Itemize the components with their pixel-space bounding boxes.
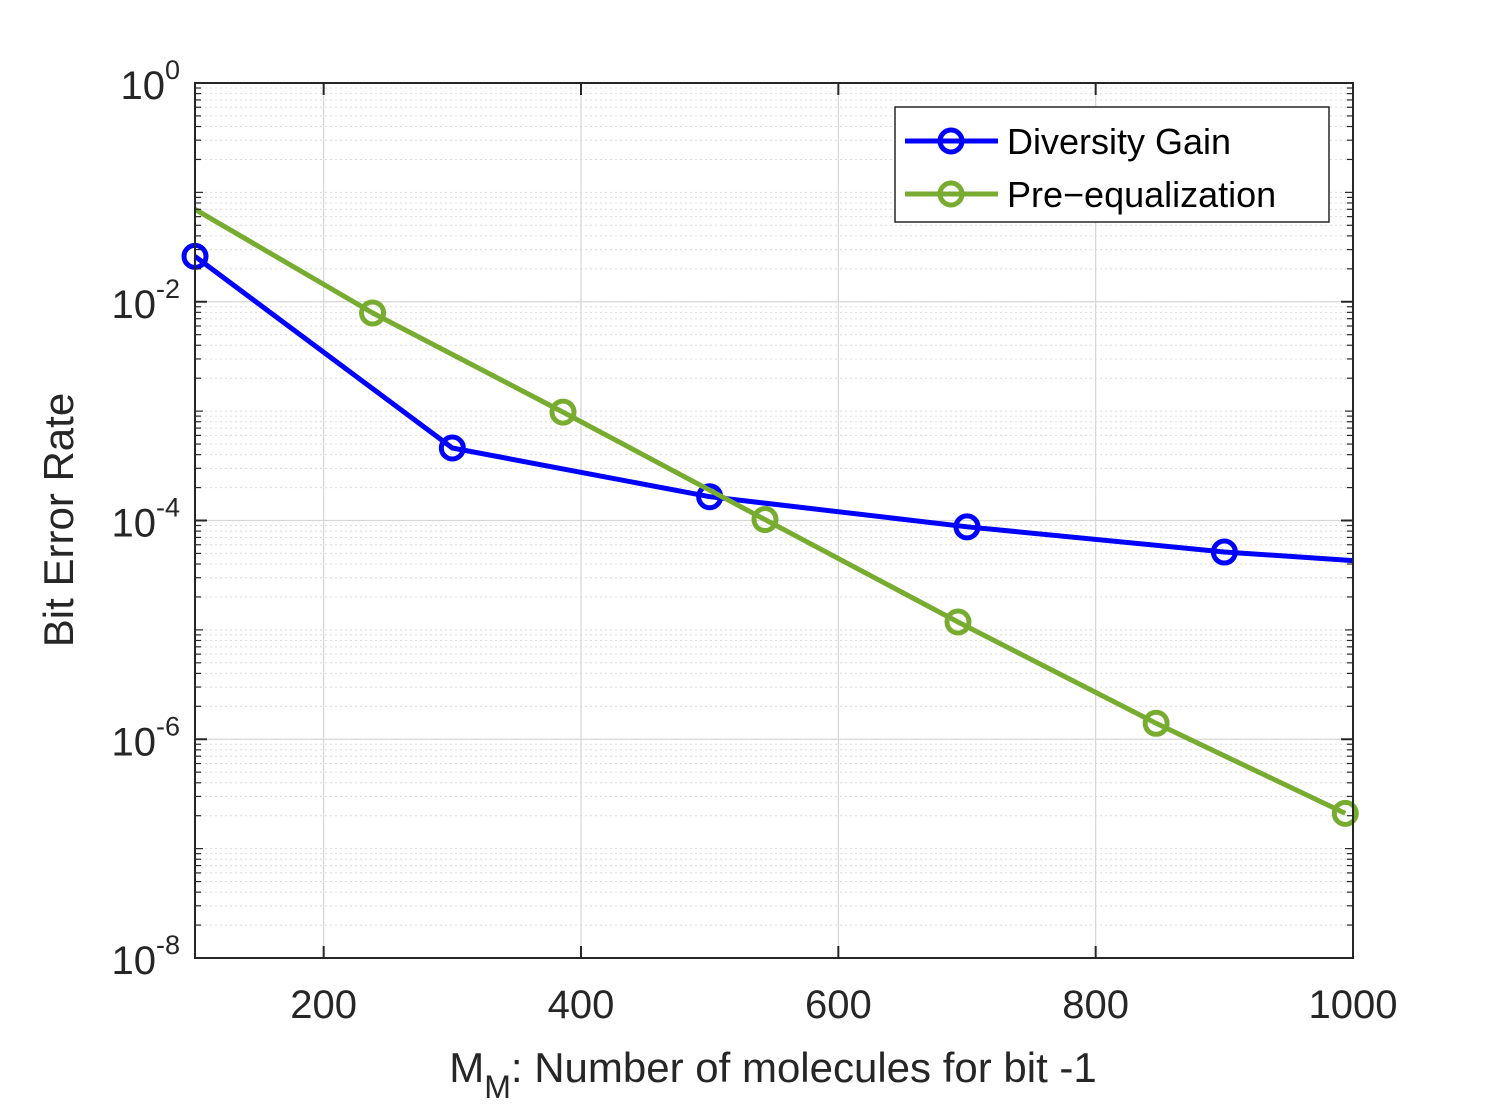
legend-label-pre-equalization: Pre−equalization xyxy=(1007,174,1276,215)
series-marker-1 xyxy=(549,398,577,426)
x-tick-label: 400 xyxy=(548,983,615,1027)
x-tick-label: 200 xyxy=(290,983,357,1027)
series-marker-0 xyxy=(438,434,466,462)
y-tick-base: 10 xyxy=(111,939,156,983)
tick-marks xyxy=(195,82,1354,959)
legend-marker-diversity-gain xyxy=(937,127,965,155)
legend-box xyxy=(894,106,1330,223)
legend-label-diversity-gain: Diversity Gain xyxy=(1007,121,1231,162)
series-marker-1 xyxy=(751,506,779,534)
y-tick-label: 10-4 xyxy=(111,493,180,546)
y-axis-label: Bit Error Rate xyxy=(35,393,82,647)
y-tick-base: 10 xyxy=(120,64,165,108)
series-marker-0 xyxy=(953,513,981,541)
series-marker-1 xyxy=(359,299,387,327)
y-tick-base: 10 xyxy=(111,502,156,546)
legend: Diversity Gain Pre−equalization xyxy=(894,106,1330,223)
x-tick-label: 1000 xyxy=(1309,983,1398,1027)
y-tick-label: 10-2 xyxy=(111,274,180,327)
y-tick-base: 10 xyxy=(111,283,156,327)
x-axis-label-subscript: M xyxy=(484,1069,511,1105)
y-tick-label: 10-6 xyxy=(111,711,180,764)
y-tick-exponent: -2 xyxy=(156,274,180,304)
series-line-1 xyxy=(193,207,1347,816)
series-marker-1 xyxy=(1331,799,1359,827)
legend-marker-pre-equalization xyxy=(937,180,965,208)
y-tick-base: 10 xyxy=(111,720,156,764)
series-marker-1 xyxy=(1142,709,1170,737)
x-axis-label-rest: : Number of molecules for bit -1 xyxy=(511,1044,1097,1091)
y-tick-exponent: -6 xyxy=(156,711,180,741)
x-axis-label-main: M xyxy=(449,1044,484,1091)
x-tick-label: 600 xyxy=(805,983,872,1027)
y-tick-label: 100 xyxy=(120,55,180,108)
series-marker-0 xyxy=(1210,538,1238,566)
series-line-0 xyxy=(193,254,1354,564)
x-tick-labels: 200 400 600 800 1000 xyxy=(290,983,1397,1027)
series-marker-1 xyxy=(944,608,972,636)
y-tick-exponent: -4 xyxy=(156,493,180,523)
y-tick-exponent: 0 xyxy=(165,55,180,85)
y-tick-exponent: -8 xyxy=(156,930,180,960)
x-tick-label: 800 xyxy=(1062,983,1129,1027)
y-tick-label: 10-8 xyxy=(111,930,180,983)
x-axis-label: MM: Number of molecules for bit -1 xyxy=(449,1044,1097,1105)
